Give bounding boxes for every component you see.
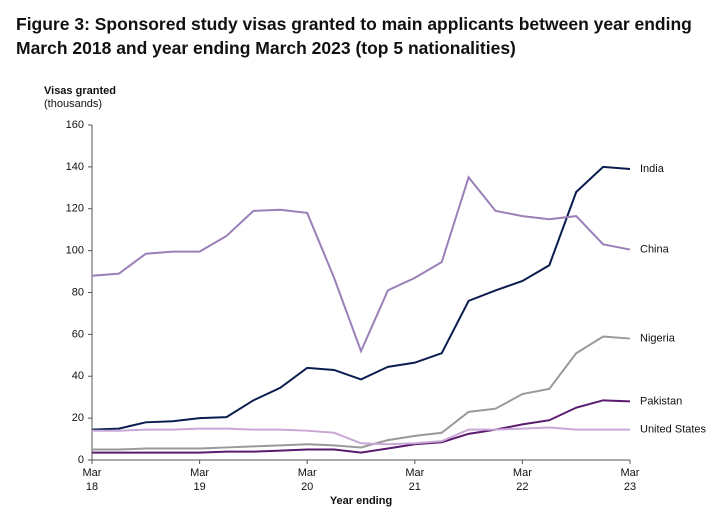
- x-tick-label: Mar 20: [298, 467, 317, 493]
- y-axis-label: (thousands): [44, 98, 102, 110]
- y-axis-label: Visas granted: [44, 85, 116, 97]
- series-label: United States: [640, 424, 707, 436]
- y-tick-label: 40: [72, 370, 84, 382]
- chart-title: Figure 3: Sponsored study visas granted …: [16, 14, 692, 58]
- series-line: [92, 399, 631, 454]
- series-line: [91, 165, 631, 431]
- series-line: [91, 175, 631, 354]
- series-line: [92, 335, 631, 451]
- y-tick-label: 100: [66, 245, 84, 257]
- series-line: [92, 426, 630, 446]
- x-tick-label: Mar 21: [405, 467, 424, 493]
- x-tick-label: Mar 22: [513, 467, 532, 493]
- y-tick-label: 140: [66, 161, 84, 173]
- y-tick-label: 80: [72, 286, 84, 298]
- x-tick-label: Mar 23: [621, 467, 640, 493]
- series-label: Nigeria: [640, 332, 676, 344]
- x-tick-label: Mar 19: [190, 467, 209, 493]
- y-tick-label: 120: [66, 203, 84, 215]
- y-tick-label: 60: [72, 328, 84, 340]
- x-axis-label: Year ending: [330, 495, 392, 507]
- x-tick-label: Mar 18: [83, 467, 102, 493]
- y-tick-label: 20: [72, 412, 84, 424]
- y-tick-label: 160: [66, 119, 84, 131]
- series-label: China: [640, 243, 670, 255]
- y-tick-label: 0: [78, 454, 84, 466]
- series-label: Pakistan: [640, 395, 682, 407]
- series-label: India: [640, 163, 665, 175]
